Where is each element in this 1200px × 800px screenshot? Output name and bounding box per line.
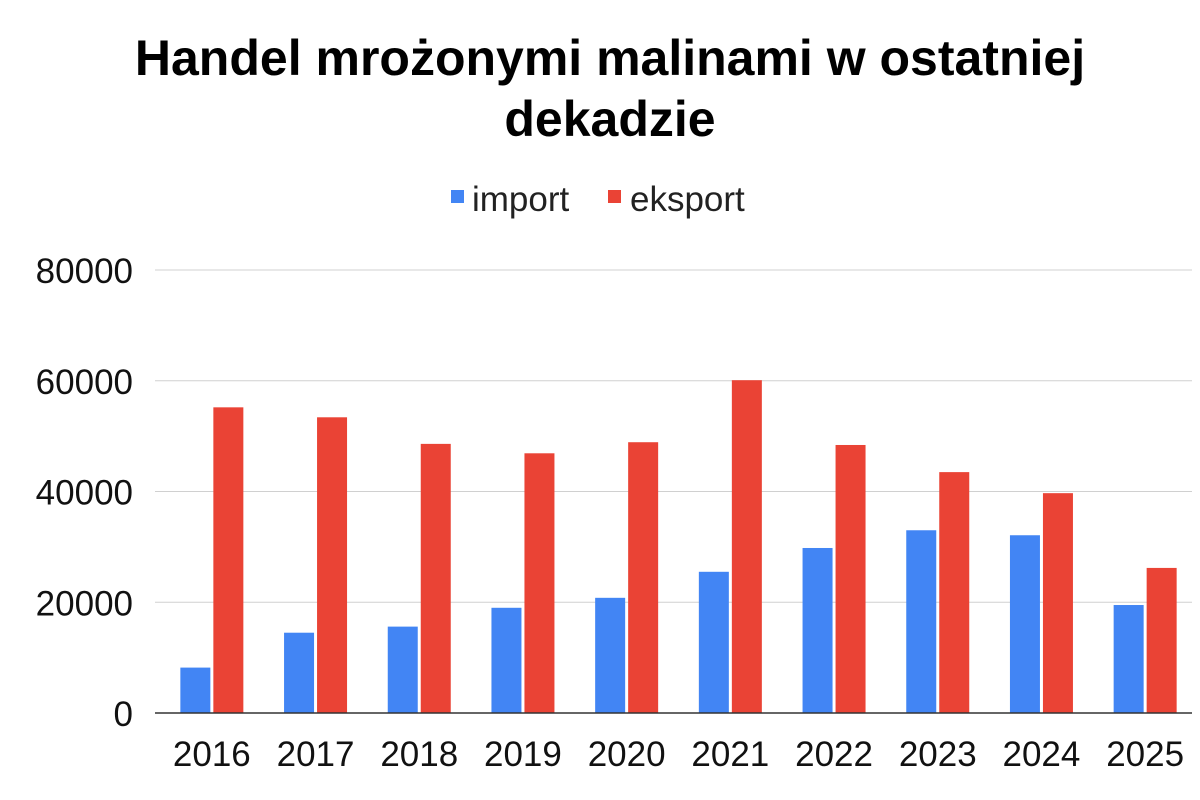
x-tick-label: 2018 [380,735,458,774]
bar-import-2023 [906,530,937,713]
bar-import-2017 [284,632,315,713]
x-tick-label: 2021 [691,735,769,774]
x-tick-label: 2020 [588,735,666,774]
bar-eksport-2016 [213,407,244,713]
legend-label-eksport: eksport [630,180,745,219]
x-tick-label: 2022 [795,735,873,774]
bar-import-2016 [180,667,211,713]
x-tick-label: 2025 [1106,735,1184,774]
y-tick-label: 0 [114,695,133,734]
chart-title-line: Handel mrożonymi malinami w ostatniej [135,30,1085,86]
x-tick-label: 2017 [277,735,355,774]
legend-label-import: import [472,180,570,219]
legend-swatch-import [451,190,464,203]
bar-eksport-2019 [524,453,555,713]
x-tick-label: 2024 [1003,735,1081,774]
bar-eksport-2018 [420,443,451,713]
bar-import-2022 [802,547,833,713]
x-tick-label: 2019 [484,735,562,774]
chart-title-line: dekadzie [504,91,715,147]
chart-title: Handel mrożonymi malinami w ostatniejdek… [135,30,1085,147]
bar-eksport-2017 [317,417,348,713]
bar-import-2019 [491,607,522,713]
bar-eksport-2025 [1146,567,1177,713]
bar-import-2021 [698,571,729,713]
bar-eksport-2024 [1042,493,1073,713]
y-tick-label: 20000 [36,584,133,623]
bar-import-2018 [387,626,418,713]
y-tick-label: 40000 [36,474,133,513]
bars [180,380,1177,713]
bar-import-2024 [1009,535,1040,713]
y-tick-label: 60000 [36,363,133,402]
bar-import-2020 [595,597,626,713]
x-axis-ticks: 2016 2017 2018 2019 2020 2021 2022 2023 2024 2025 [173,735,1184,774]
bar-eksport-2021 [731,380,762,713]
bar-import-2025 [1113,605,1144,713]
y-tick-label: 80000 [36,252,133,291]
chart-legend: import eksport [451,180,745,219]
bar-eksport-2020 [628,442,659,713]
x-tick-label: 2023 [899,735,977,774]
bar-eksport-2022 [835,444,866,713]
bar-eksport-2023 [939,472,970,713]
legend-swatch-eksport [608,190,621,203]
x-tick-label: 2016 [173,735,251,774]
y-axis-ticks: 0 20000 40000 60000 80000 [36,252,133,734]
